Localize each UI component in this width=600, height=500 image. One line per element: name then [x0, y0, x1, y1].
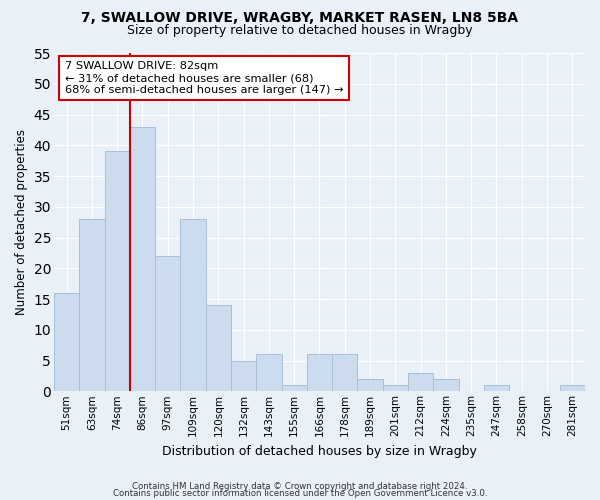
Y-axis label: Number of detached properties: Number of detached properties — [15, 129, 28, 315]
Bar — [307, 354, 332, 392]
Bar — [181, 219, 206, 392]
Text: 7, SWALLOW DRIVE, WRAGBY, MARKET RASEN, LN8 5BA: 7, SWALLOW DRIVE, WRAGBY, MARKET RASEN, … — [82, 11, 518, 25]
Bar — [54, 293, 79, 392]
Text: 7 SWALLOW DRIVE: 82sqm
← 31% of detached houses are smaller (68)
68% of semi-det: 7 SWALLOW DRIVE: 82sqm ← 31% of detached… — [65, 62, 343, 94]
Text: Contains HM Land Registry data © Crown copyright and database right 2024.: Contains HM Land Registry data © Crown c… — [132, 482, 468, 491]
Bar — [231, 360, 256, 392]
Bar — [155, 256, 181, 392]
X-axis label: Distribution of detached houses by size in Wragby: Distribution of detached houses by size … — [162, 444, 477, 458]
Bar — [206, 305, 231, 392]
Bar — [79, 219, 104, 392]
Text: Contains public sector information licensed under the Open Government Licence v3: Contains public sector information licen… — [113, 490, 487, 498]
Bar — [484, 385, 509, 392]
Bar — [104, 152, 130, 392]
Bar — [332, 354, 358, 392]
Bar — [358, 379, 383, 392]
Bar — [560, 385, 585, 392]
Bar — [383, 385, 408, 392]
Bar — [256, 354, 281, 392]
Bar — [433, 379, 458, 392]
Bar — [281, 385, 307, 392]
Text: Size of property relative to detached houses in Wragby: Size of property relative to detached ho… — [127, 24, 473, 37]
Bar — [408, 373, 433, 392]
Bar — [130, 127, 155, 392]
